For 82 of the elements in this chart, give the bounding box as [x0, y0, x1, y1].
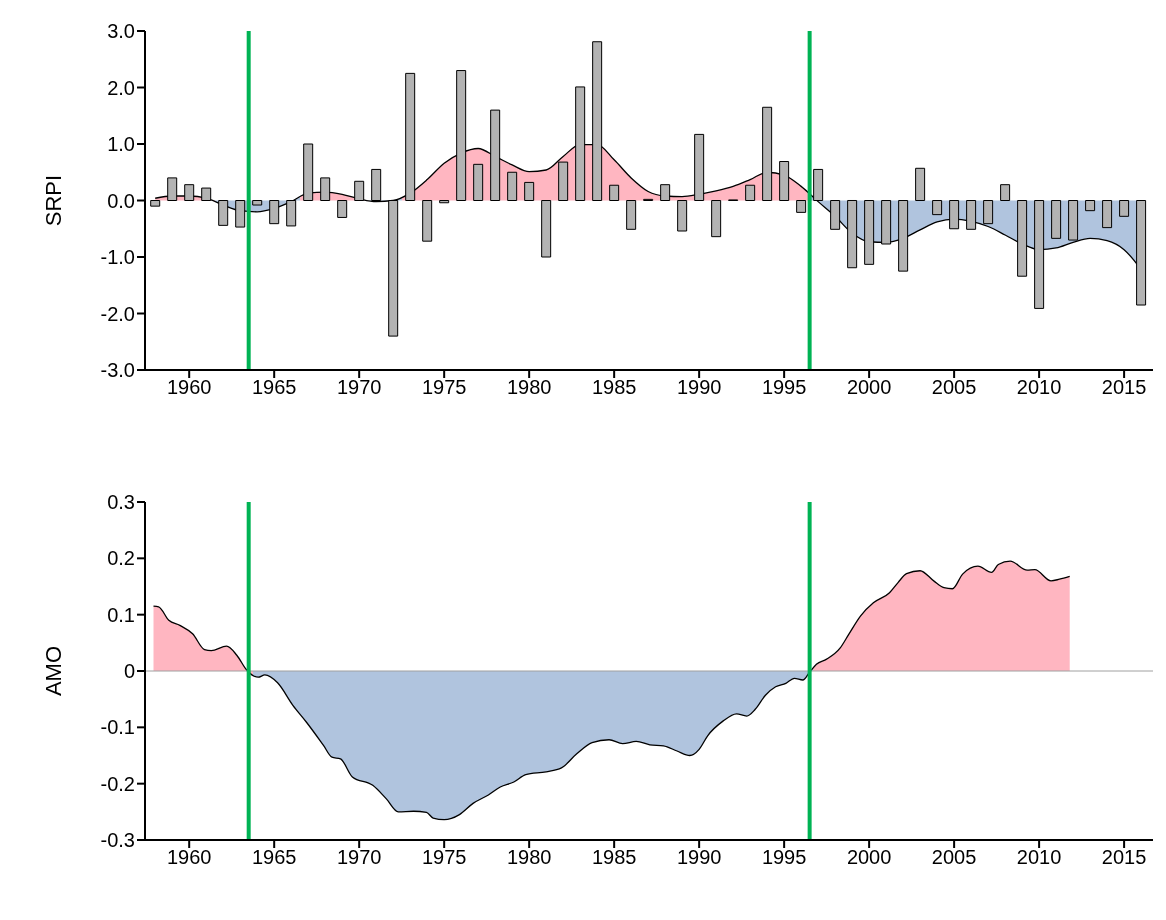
y-tick-label: 0.1: [107, 603, 135, 626]
y-axis-title: SRPI: [40, 174, 66, 227]
y-tick-label: 3.0: [107, 20, 135, 43]
x-tick-label: 1970: [336, 846, 382, 869]
bar: [371, 168, 382, 201]
bar: [269, 200, 280, 225]
bar: [422, 200, 433, 242]
x-tick-label: 1990: [676, 376, 722, 399]
y-tick-label: -2.0: [100, 302, 135, 325]
bar: [864, 200, 875, 265]
y-tick-label: 2.0: [107, 76, 135, 99]
x-tick-label: 1985: [591, 846, 637, 869]
x-tick-label: 2015: [1101, 846, 1147, 869]
y-tick-label: 1.0: [107, 133, 135, 156]
x-tick-label: 2000: [846, 376, 892, 399]
bar: [745, 184, 756, 201]
bar: [660, 184, 671, 201]
x-tick-label: 1965: [251, 846, 297, 869]
y-axis-title: AMO: [40, 645, 66, 697]
y-tick-label: 0.2: [107, 547, 135, 570]
x-tick-label: 1975: [421, 376, 467, 399]
y-tick-label: 0.0: [107, 189, 135, 212]
x-tick-label: 1995: [761, 376, 807, 399]
y-tick-label: -3.0: [100, 359, 135, 382]
bar: [932, 200, 943, 216]
y-tick-label: -1.0: [100, 246, 135, 269]
bar: [184, 184, 195, 201]
x-tick-label: 2010: [1016, 846, 1062, 869]
y-tick-label: -0.3: [100, 829, 135, 852]
bar: [830, 200, 841, 230]
bar: [966, 200, 977, 230]
x-tick-label: 2005: [931, 376, 977, 399]
x-tick-label: 1975: [421, 846, 467, 869]
bar: [813, 168, 824, 201]
bar: [711, 200, 722, 238]
bar: [524, 181, 535, 201]
bar: [1068, 200, 1079, 241]
bar: [881, 200, 892, 245]
bar: [167, 177, 178, 201]
x-tick-label: 1960: [166, 846, 212, 869]
bar: [439, 200, 450, 204]
bar: [541, 200, 552, 258]
bar: [235, 200, 246, 228]
bar: [949, 200, 960, 230]
bar: [320, 177, 331, 201]
y-tick-label: -0.1: [100, 716, 135, 739]
y-tick-label: -0.2: [100, 772, 135, 795]
x-tick-label: 2000: [846, 846, 892, 869]
x-tick-label: 2010: [1016, 376, 1062, 399]
bar: [473, 163, 484, 201]
y-tick-label: 0.3: [107, 491, 135, 514]
x-tick-label: 2005: [931, 846, 977, 869]
bar: [201, 187, 212, 201]
bar: [915, 167, 926, 201]
bar: [1119, 200, 1130, 217]
x-tick-label: 1980: [506, 846, 552, 869]
bar: [1051, 200, 1062, 239]
x-tick-label: 1990: [676, 846, 722, 869]
bar: [354, 180, 365, 201]
bar: [252, 200, 263, 206]
bar: [507, 171, 518, 201]
x-tick-label: 1970: [336, 376, 382, 399]
bar: [218, 200, 229, 226]
bar: [286, 200, 297, 227]
bar: [796, 200, 807, 213]
bar: [1102, 200, 1113, 229]
bar: [337, 200, 348, 218]
bar: [983, 200, 994, 225]
x-tick-label: 1965: [251, 376, 297, 399]
x-tick-label: 1960: [166, 376, 212, 399]
bar: [626, 200, 637, 230]
y-tick-label: 0: [123, 660, 135, 683]
bar: [1000, 184, 1011, 201]
bar: [558, 161, 569, 201]
bar: [609, 184, 620, 201]
x-tick-label: 2015: [1101, 376, 1147, 399]
x-tick-label: 1985: [591, 376, 637, 399]
x-tick-label: 1980: [506, 376, 552, 399]
bar: [1085, 200, 1096, 212]
bar: [779, 161, 790, 201]
x-tick-label: 1995: [761, 846, 807, 869]
bar: [677, 200, 688, 232]
